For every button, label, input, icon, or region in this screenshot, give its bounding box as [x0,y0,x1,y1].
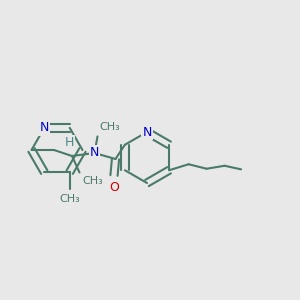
Text: O: O [109,181,119,194]
Text: CH₃: CH₃ [82,176,103,186]
Text: N: N [40,122,49,134]
Text: CH₃: CH₃ [99,122,120,132]
Text: H: H [64,136,74,148]
Text: N: N [142,125,152,139]
Text: CH₃: CH₃ [59,194,80,204]
Text: N: N [90,146,99,160]
